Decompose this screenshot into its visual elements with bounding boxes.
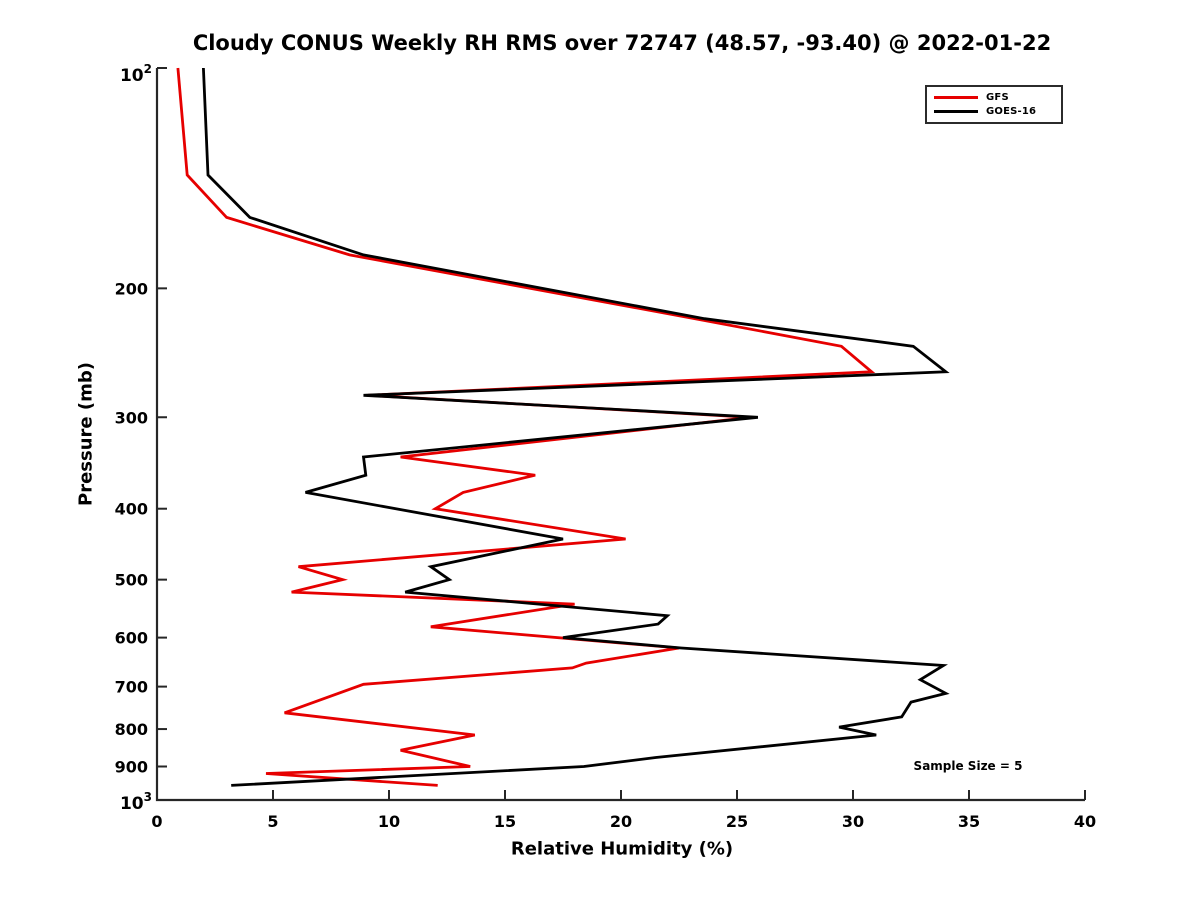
y-axis: 102 200 300 400 500 600 700 800 900 103 xyxy=(115,62,167,814)
y-tick-label: 600 xyxy=(115,629,148,648)
y-tick-label: 103 xyxy=(120,790,152,814)
x-tick-label: 15 xyxy=(494,812,516,831)
legend-item-gfs: GFS xyxy=(934,90,1054,104)
gfs-line xyxy=(176,67,876,787)
x-tick-label: 40 xyxy=(1074,812,1096,831)
y-tick-label: 700 xyxy=(115,678,148,697)
legend-line-swatch xyxy=(934,109,978,113)
x-tick-label: 10 xyxy=(378,812,400,831)
legend: GFS GOES-16 xyxy=(925,85,1063,124)
y-tick-label: 300 xyxy=(115,408,148,427)
y-axis-label: Pressure (mb) xyxy=(75,362,97,506)
axis-spines xyxy=(155,68,1085,802)
x-axis: 0 5 10 15 20 25 30 35 40 xyxy=(151,790,1096,831)
x-tick-label: 0 xyxy=(151,812,162,831)
legend-label: GOES-16 xyxy=(986,105,1037,117)
y-tick-label: 200 xyxy=(115,279,148,298)
y-tick-label: 500 xyxy=(115,571,148,590)
legend-line-swatch xyxy=(934,95,978,99)
goes16-line xyxy=(202,67,950,787)
legend-item-goes16: GOES-16 xyxy=(934,104,1054,118)
x-tick-label: 30 xyxy=(842,812,864,831)
legend-label: GFS xyxy=(986,91,1009,103)
y-tick-label: 900 xyxy=(115,758,148,777)
x-tick-label: 35 xyxy=(958,812,980,831)
x-axis-label: Relative Humidity (%) xyxy=(510,838,734,860)
y-tick-label: 800 xyxy=(115,720,148,739)
x-tick-label: 20 xyxy=(610,812,632,831)
sample-size-annotation: Sample Size = 5 xyxy=(913,759,1023,773)
y-tick-label: 400 xyxy=(115,500,148,519)
y-tick-label: 102 xyxy=(120,62,152,86)
x-tick-label: 5 xyxy=(267,812,278,831)
x-tick-label: 25 xyxy=(726,812,748,831)
chart-title: Cloudy CONUS Weekly RH RMS over 72747 (4… xyxy=(192,31,1052,55)
